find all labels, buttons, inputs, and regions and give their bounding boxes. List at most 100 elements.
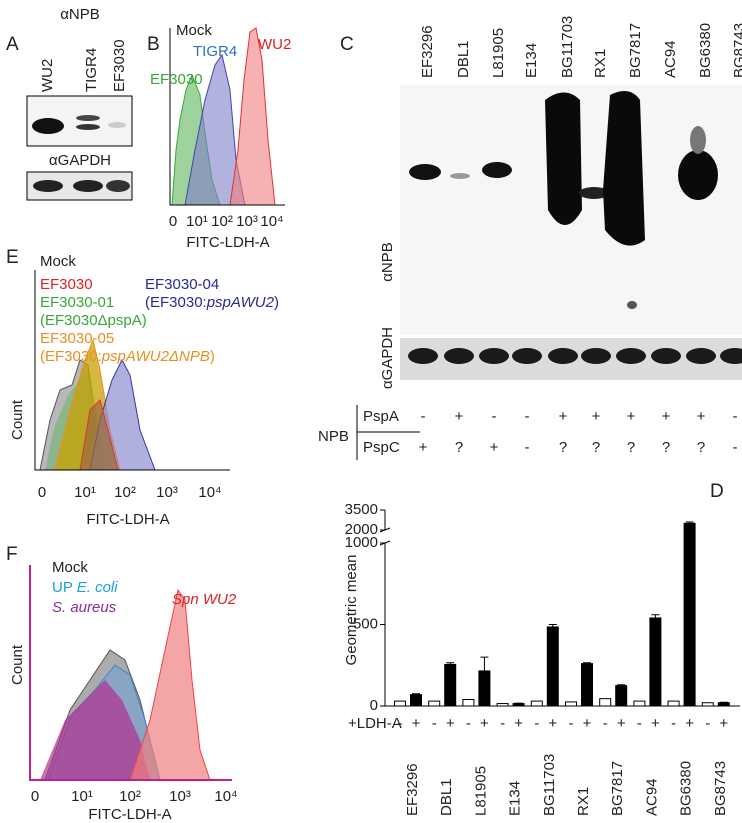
series-label: - <box>432 715 437 732</box>
legend-part: pspAWU2ΔNPB <box>101 348 210 365</box>
lane-label: BG8743 <box>731 23 742 78</box>
error-bar <box>480 656 489 671</box>
axes <box>29 565 232 781</box>
series-label: + <box>685 715 694 732</box>
series-label: - <box>398 715 403 732</box>
band <box>76 124 100 130</box>
band <box>603 91 645 246</box>
bar <box>649 617 662 707</box>
x-tick-label: RX1 <box>575 787 592 816</box>
table-cell: - <box>733 408 738 425</box>
band <box>678 150 718 200</box>
antibody-label: αGAPDH <box>379 327 396 389</box>
x-tick-label: BG8743 <box>712 761 729 816</box>
band <box>106 180 130 192</box>
table-cell: + <box>627 408 636 425</box>
legend-entry: S. aureus <box>52 599 117 616</box>
band <box>720 348 742 364</box>
lane-label: TIGR4 <box>83 48 100 92</box>
error-bar <box>583 662 591 664</box>
x-tick-label: 10⁴ <box>198 484 221 501</box>
legend-entry: (EF3030ΔpspA) <box>40 312 147 329</box>
bar <box>667 700 680 707</box>
panel-label: B <box>147 34 160 55</box>
bar <box>462 698 475 707</box>
x-tick-label: 10¹ <box>186 213 208 230</box>
legend-entry: Mock <box>176 22 212 39</box>
band <box>33 180 63 192</box>
lane-label: EF3296 <box>419 25 436 78</box>
legend-entry: TIGR4 <box>193 43 237 60</box>
x-tick-label: EF3296 <box>404 763 421 816</box>
legend-entry: (EF3030:pspAWU2) <box>145 294 279 311</box>
axes <box>169 28 285 206</box>
series-label: + <box>446 715 455 732</box>
legend-entry: WU2 <box>258 36 291 53</box>
antibody-label: αNPB <box>379 242 396 282</box>
antibody-label: αNPB <box>60 6 100 23</box>
bar <box>410 694 422 707</box>
band <box>686 348 716 364</box>
legend-part: ) <box>210 348 215 365</box>
table-cell: + <box>559 408 568 425</box>
legend-entry: EF3030-01 <box>40 294 114 311</box>
table-cell: + <box>455 408 464 425</box>
series-label: - <box>705 715 710 732</box>
band <box>627 301 637 309</box>
legend-entry: Mock <box>40 253 76 270</box>
x-tick-label: 10² <box>119 788 141 805</box>
legend-part: pspAWU2 <box>206 294 275 311</box>
y-axis-label: Geometric mean <box>343 555 360 666</box>
series-label: - <box>671 715 676 732</box>
y-tick-label: 3500 <box>345 501 378 518</box>
blot-bands <box>409 91 718 309</box>
band <box>479 348 509 364</box>
panel-label: E <box>6 247 19 268</box>
series-label: + <box>480 715 489 732</box>
lane-label: EF3030 <box>111 39 128 92</box>
series-label: - <box>500 715 505 732</box>
series-label: + <box>651 715 660 732</box>
x-tick-label: 0 <box>38 484 46 501</box>
bar <box>701 702 714 707</box>
bar <box>394 700 406 707</box>
legend-part: (EF3030: <box>40 348 102 365</box>
table-cell: + <box>697 408 706 425</box>
legend-entry: (EF3030:pspAWU2ΔNPB) <box>40 348 215 365</box>
band <box>581 348 611 364</box>
series-label: + <box>412 715 421 732</box>
x-tick-label: 10³ <box>236 213 258 230</box>
y-axis-label: Count <box>9 399 26 440</box>
band <box>108 122 126 128</box>
row-label: PspC <box>363 439 400 456</box>
band <box>616 348 646 364</box>
axes <box>34 270 230 471</box>
series-label: + <box>583 715 592 732</box>
y-tick-label: 2000 <box>345 521 378 538</box>
band <box>32 118 64 134</box>
table-cell: ? <box>455 439 463 456</box>
x-tick-label: 10¹ <box>71 788 93 805</box>
bar <box>546 626 559 707</box>
series-label: - <box>466 715 471 732</box>
table-cell: + <box>662 408 671 425</box>
bar <box>478 670 491 707</box>
lane-label: L81905 <box>490 28 507 78</box>
band <box>76 115 100 121</box>
legend-entry: UP E. coli <box>52 579 118 596</box>
series-label: - <box>637 715 642 732</box>
lane-label: WU2 <box>39 59 56 92</box>
bar <box>717 702 730 707</box>
x-tick-label: BG11703 <box>541 754 558 816</box>
series-label: + <box>514 715 523 732</box>
band <box>579 187 609 199</box>
x-tick-label: 10² <box>211 213 233 230</box>
table-cell: ? <box>697 439 705 456</box>
band <box>545 92 582 225</box>
table-cell: - <box>525 408 530 425</box>
bar <box>581 663 593 707</box>
bar <box>633 700 646 707</box>
lane-label: DBL1 <box>455 40 472 78</box>
legend-entry: EF3030 <box>40 276 93 293</box>
table-cell: ? <box>559 439 567 456</box>
